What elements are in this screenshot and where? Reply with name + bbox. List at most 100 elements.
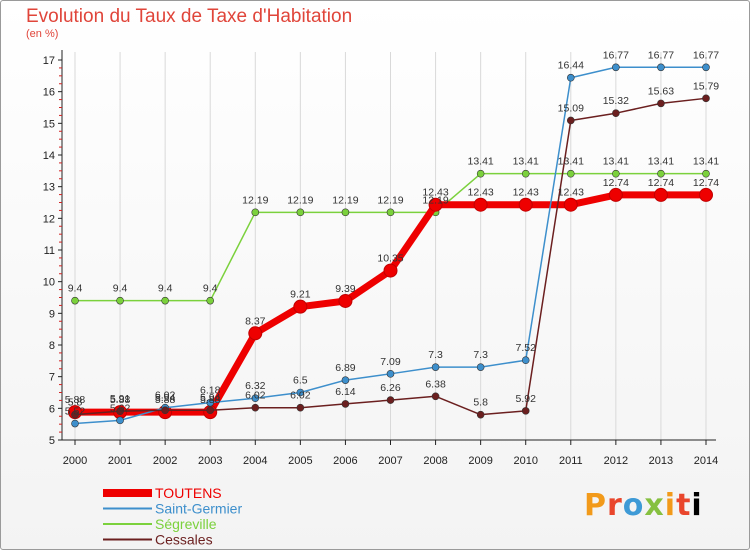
data-label-cessales: 5.92 bbox=[515, 393, 536, 405]
data-point-cessales bbox=[521, 407, 530, 415]
data-label-toutens: 12.43 bbox=[558, 187, 584, 199]
data-label-toutens: 5.88 bbox=[155, 394, 176, 406]
data-point-saint-germier bbox=[431, 363, 440, 371]
data-label-toutens: 10.35 bbox=[377, 253, 403, 265]
data-point-saint-germier bbox=[296, 388, 305, 397]
data-point-toutens bbox=[428, 197, 443, 212]
x-tick-label: 2008 bbox=[423, 455, 447, 467]
x-tick-label: 2011 bbox=[559, 455, 583, 467]
data-label-cessales: 6.02 bbox=[290, 390, 311, 402]
x-tick-label: 2007 bbox=[378, 455, 402, 467]
x-tick-label: 2006 bbox=[333, 455, 357, 467]
x-tick-label: 2000 bbox=[63, 455, 87, 467]
data-point-segreville bbox=[612, 169, 620, 178]
data-label-toutens: 12.43 bbox=[422, 187, 448, 199]
data-label-toutens: 12.74 bbox=[648, 177, 674, 189]
data-label-toutens: 12.74 bbox=[693, 177, 719, 189]
data-label-toutens: 9.21 bbox=[290, 289, 311, 301]
data-label-saint-germier: 7.3 bbox=[473, 349, 488, 361]
data-point-segreville bbox=[71, 296, 79, 305]
data-label-saint-germier: 7.52 bbox=[515, 342, 536, 354]
legend-item-cessales: Cessales bbox=[103, 532, 213, 548]
data-point-segreville bbox=[341, 208, 350, 217]
data-label-cessales: 6.38 bbox=[425, 378, 446, 390]
x-tick-label: 2005 bbox=[288, 455, 312, 467]
data-point-saint-germier bbox=[566, 73, 575, 82]
legend-item-segreville: Ségreville bbox=[103, 516, 217, 532]
data-point-segreville bbox=[476, 169, 485, 178]
data-label-segreville: 12.19 bbox=[242, 194, 268, 206]
data-label-segreville: 9.4 bbox=[68, 283, 83, 295]
data-label-saint-germier: 6.89 bbox=[335, 362, 356, 374]
y-tick-label: 17 bbox=[43, 55, 55, 67]
data-label-cessales: 15.32 bbox=[603, 95, 629, 107]
data-point-toutens bbox=[699, 187, 713, 202]
data-point-saint-germier bbox=[702, 63, 710, 72]
data-label-toutens: 8.37 bbox=[245, 315, 266, 327]
x-tick-label: 2009 bbox=[468, 455, 492, 467]
data-point-saint-germier bbox=[612, 63, 620, 72]
data-point-toutens bbox=[383, 263, 398, 278]
y-tick-label: 15 bbox=[43, 118, 55, 130]
legend-item-saint-germier: Saint-Germier bbox=[103, 501, 242, 517]
data-point-saint-germier bbox=[341, 376, 350, 384]
data-label-segreville: 13.41 bbox=[648, 156, 674, 168]
data-label-toutens: 5.88 bbox=[200, 394, 221, 406]
data-point-saint-germier bbox=[116, 416, 124, 425]
data-label-saint-germier: 16.44 bbox=[558, 60, 584, 72]
x-tick-label: 2012 bbox=[604, 455, 628, 467]
data-label-saint-germier: 7.3 bbox=[428, 349, 443, 361]
data-label-cessales: 15.09 bbox=[558, 102, 584, 114]
data-label-segreville: 9.4 bbox=[113, 283, 128, 295]
data-point-cessales bbox=[161, 406, 169, 415]
x-tick-label: 2013 bbox=[649, 455, 673, 467]
y-tick-label: 10 bbox=[43, 277, 55, 289]
legend-label: TOUTENS bbox=[155, 485, 222, 501]
data-label-cessales: 6.26 bbox=[380, 382, 401, 394]
y-tick-label: 9 bbox=[49, 308, 55, 320]
data-point-saint-germier bbox=[251, 394, 260, 403]
data-label-toutens: 12.74 bbox=[603, 177, 629, 189]
y-tick-label: 5 bbox=[49, 435, 55, 447]
proxiti-logo: Proxiti bbox=[584, 488, 703, 523]
data-label-segreville: 13.41 bbox=[468, 156, 494, 168]
legend-label: Saint-Germier bbox=[155, 501, 242, 517]
data-label-cessales: 15.63 bbox=[648, 85, 674, 97]
data-label-toutens: 12.43 bbox=[468, 187, 494, 199]
data-point-saint-germier bbox=[521, 356, 530, 365]
x-tick-label: 2001 bbox=[108, 455, 132, 467]
data-label-segreville: 12.19 bbox=[287, 194, 313, 206]
data-point-segreville bbox=[657, 169, 665, 178]
x-tick-label: 2002 bbox=[153, 455, 177, 467]
data-point-toutens bbox=[518, 197, 533, 212]
data-point-saint-germier bbox=[657, 63, 665, 72]
data-label-toutens: 5.88 bbox=[65, 394, 86, 406]
x-tick-label: 2014 bbox=[694, 455, 718, 467]
data-label-saint-germier: 5.62 bbox=[110, 402, 131, 414]
data-label-cessales: 6.02 bbox=[245, 390, 266, 402]
data-label-toutens: 9.39 bbox=[335, 283, 356, 295]
data-label-saint-germier: 16.77 bbox=[693, 49, 719, 61]
data-label-saint-germier: 6.5 bbox=[293, 375, 308, 387]
data-label-segreville: 13.41 bbox=[693, 156, 719, 168]
data-point-saint-germier bbox=[206, 398, 215, 407]
data-label-cessales: 6.14 bbox=[335, 386, 356, 398]
series-saint-germier bbox=[71, 63, 710, 428]
data-point-cessales bbox=[612, 109, 620, 117]
chart-title: Evolution du Taux de Taxe d'Habitation bbox=[26, 6, 353, 27]
series-layer bbox=[68, 63, 713, 428]
data-label-saint-germier: 7.09 bbox=[380, 356, 401, 368]
data-label-segreville: 12.19 bbox=[377, 194, 403, 206]
data-point-saint-germier bbox=[476, 363, 485, 371]
y-tick-label: 13 bbox=[43, 182, 55, 194]
data-label-segreville: 9.4 bbox=[203, 283, 218, 295]
data-point-segreville bbox=[702, 169, 710, 178]
data-point-toutens bbox=[473, 197, 488, 212]
data-label-cessales: 5.8 bbox=[68, 397, 83, 409]
data-point-cessales bbox=[206, 406, 215, 415]
axes-layer: 5 6 7 8 9 10 11 12 13 14 15 16 17 2000 2001 2002 2003 200… bbox=[43, 50, 718, 467]
y-tick-label: 7 bbox=[49, 372, 55, 384]
data-point-saint-germier bbox=[386, 370, 395, 378]
